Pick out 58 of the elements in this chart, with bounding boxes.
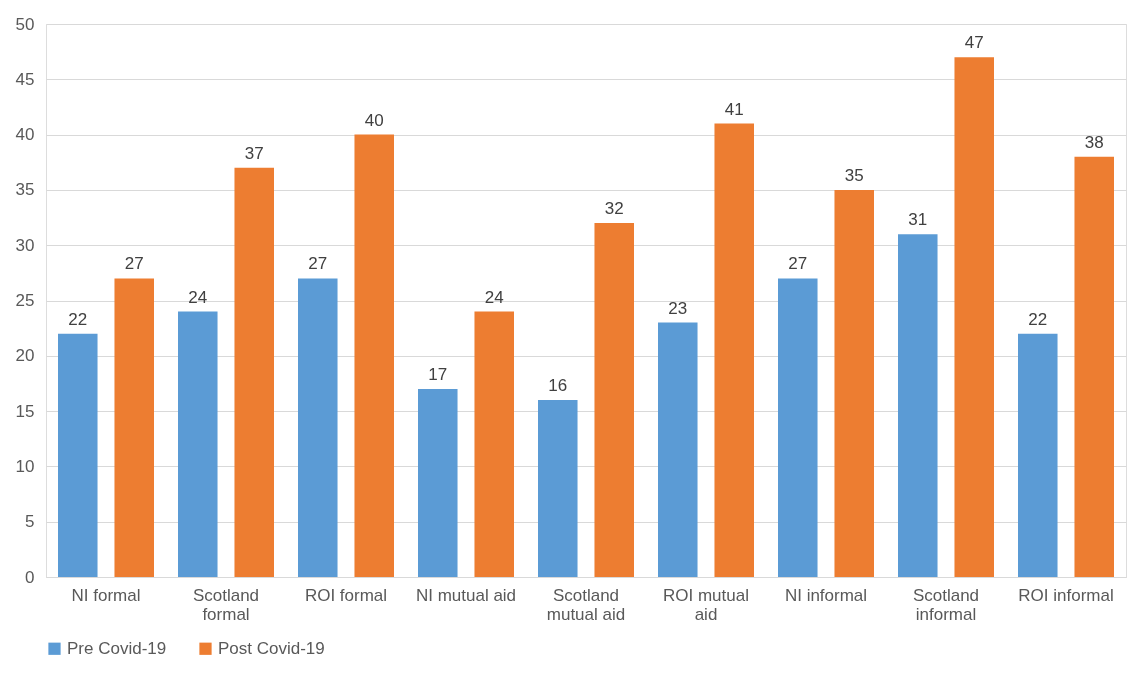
y-tick-label: 15 [15, 401, 35, 421]
legend-label: Post Covid-19 [218, 638, 325, 658]
data-label: 24 [188, 287, 208, 307]
data-label: 27 [308, 254, 328, 274]
bar [778, 278, 818, 577]
bar [234, 167, 274, 577]
y-tick-label: 35 [15, 180, 35, 200]
data-label: 24 [484, 287, 504, 307]
bar [898, 234, 938, 577]
bar [1074, 156, 1114, 577]
data-label: 27 [788, 254, 808, 274]
x-tick-label: Scotland formal [192, 585, 260, 624]
data-label: 41 [724, 99, 744, 119]
y-tick-label: 45 [15, 69, 35, 89]
bar [298, 278, 338, 577]
data-label: 38 [1084, 132, 1104, 152]
y-tick-label: 0 [25, 567, 35, 587]
data-label: 31 [908, 210, 928, 230]
bar [714, 123, 754, 577]
data-label: 40 [364, 110, 384, 130]
bar [834, 189, 874, 577]
y-tick-label: 20 [15, 346, 35, 366]
x-tick-label: NI mutual aid [415, 585, 517, 605]
data-label: 27 [124, 254, 144, 274]
y-tick-label: 5 [25, 512, 35, 532]
y-tick-label: 25 [15, 291, 35, 310]
x-tick-label: ROI mutual aid [663, 585, 749, 624]
data-label: 47 [964, 33, 984, 53]
bar [178, 311, 218, 577]
y-tick-label: 10 [15, 456, 35, 476]
x-tick-label: Scotland informal [912, 585, 980, 624]
legend-label: Pre Covid-19 [67, 638, 167, 658]
y-tick-label: 40 [15, 125, 35, 145]
data-label: 23 [668, 298, 688, 318]
bar [474, 311, 514, 577]
x-tick-label: ROI formal [304, 585, 388, 605]
data-label: 22 [68, 309, 88, 329]
y-tick-label: 30 [15, 235, 35, 255]
bar [354, 134, 394, 577]
bar [114, 278, 154, 577]
bar [954, 57, 994, 577]
bar [594, 223, 634, 577]
data-label: 35 [844, 165, 864, 185]
data-label: 22 [1028, 309, 1048, 329]
x-tick-label: NI formal [71, 585, 141, 605]
x-tick-label: ROI informal [1018, 585, 1114, 605]
data-label: 16 [548, 376, 568, 396]
x-tick-label: NI informal [784, 585, 868, 605]
bar [58, 333, 98, 577]
data-label: 32 [604, 199, 624, 219]
bar [418, 388, 458, 577]
bar [538, 400, 578, 577]
bar [1018, 333, 1058, 577]
data-label: 17 [428, 364, 448, 384]
x-tick-label: Scotland mutual aid [546, 585, 626, 624]
data-label: 37 [244, 143, 264, 163]
bar [658, 322, 698, 577]
y-tick-label: 50 [15, 14, 35, 34]
